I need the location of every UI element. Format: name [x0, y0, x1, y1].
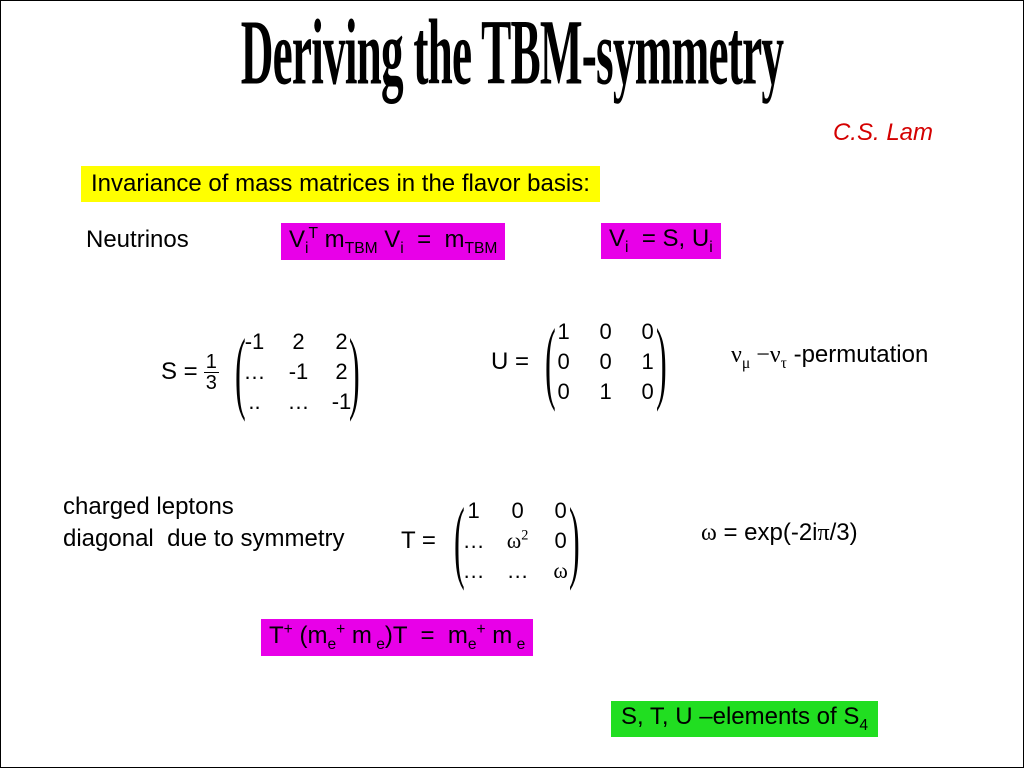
- matrix-cell: 0: [507, 498, 529, 524]
- matrix-cell: …: [243, 359, 265, 385]
- charged-line2: diagonal due to symmetry: [63, 523, 344, 555]
- paren-right-icon: ): [569, 504, 580, 578]
- charged-leptons-text: charged leptons diagonal due to symmetry: [63, 491, 344, 556]
- matrix-cell: 0: [554, 379, 574, 405]
- U-matrix-grid: 100001010: [554, 319, 658, 405]
- footer-elements: S, T, U –elements of S4: [611, 701, 878, 737]
- slide-title: Deriving the TBM-symmetry: [241, 0, 784, 106]
- paren-right-icon: ): [349, 335, 360, 409]
- equation-vi: Vi = S, Ui: [601, 223, 721, 259]
- T-matrix: ( 100…ω20……ω ): [444, 498, 589, 584]
- permutation-text: νμ −ντ -permutation: [731, 341, 928, 373]
- S-matrix-grid: -122…-12..…-1: [243, 329, 351, 415]
- T-label: T =: [401, 527, 436, 555]
- matrix-cell: 0: [638, 319, 658, 345]
- T-matrix-grid: 100…ω20……ω: [463, 498, 571, 584]
- omega-definition: ω = exp(-2iπ/3): [701, 519, 858, 547]
- equation-T-text: T+ (me+ m e)T = me+ m e: [261, 619, 533, 656]
- S-frac-num: 1: [204, 352, 219, 373]
- matrix-cell: -1: [287, 359, 309, 385]
- equation-T: T+ (me+ m e)T = me+ m e: [261, 619, 533, 656]
- matrix-cell: …: [463, 558, 485, 584]
- matrix-cell: ..: [243, 389, 265, 415]
- charged-line1: charged leptons: [63, 491, 344, 523]
- paren-right-icon: ): [656, 325, 667, 399]
- matrix-cell: ω: [551, 558, 571, 584]
- S-label: S =: [161, 358, 198, 386]
- matrix-cell: 1: [463, 498, 485, 524]
- S-frac-den: 3: [206, 373, 217, 393]
- matrix-cell: 0: [554, 349, 574, 375]
- paren-left-icon: (: [545, 325, 556, 399]
- matrix-cell: 0: [596, 319, 616, 345]
- U-label: U =: [491, 348, 529, 376]
- U-matrix: ( 100001010 ): [535, 319, 676, 405]
- S-matrix: ( -122…-12..…-1 ): [225, 329, 370, 415]
- equation-vi-text: Vi = S, Ui: [601, 223, 721, 259]
- invariance-row: Invariance of mass matrices in the flavo…: [81, 166, 600, 202]
- matrix-cell: 0: [638, 379, 658, 405]
- matrix-cell: 2: [287, 329, 309, 355]
- matrix-cell: -1: [243, 329, 265, 355]
- paren-left-icon: (: [235, 335, 246, 409]
- matrix-cell: …: [287, 389, 309, 415]
- matrix-cell: …: [507, 558, 529, 584]
- matrix-cell: 0: [551, 528, 571, 554]
- paren-left-icon: (: [454, 504, 465, 578]
- equation-vtbm-text: ViT mTBM Vi = mTBM: [281, 223, 505, 260]
- neutrinos-label: Neutrinos: [86, 226, 189, 254]
- matrix-U-block: U = ( 100001010 ): [491, 319, 676, 405]
- matrix-T-block: T = ( 100…ω20……ω ): [401, 498, 589, 584]
- matrix-cell: 1: [638, 349, 658, 375]
- matrix-cell: …: [463, 528, 485, 554]
- matrix-cell: ω2: [507, 528, 529, 554]
- matrix-cell: 0: [551, 498, 571, 524]
- footer-text: S, T, U –elements of S4: [611, 701, 878, 737]
- matrix-S-block: S = 1 3 ( -122…-12..…-1 ): [161, 329, 370, 415]
- matrix-cell: 0: [596, 349, 616, 375]
- S-fraction: 1 3: [204, 352, 219, 393]
- matrix-cell: 1: [554, 319, 574, 345]
- invariance-text: Invariance of mass matrices in the flavo…: [81, 166, 600, 202]
- equation-vtbm: ViT mTBM Vi = mTBM: [281, 223, 505, 260]
- matrix-cell: 1: [596, 379, 616, 405]
- author-name: C.S. Lam: [833, 119, 933, 147]
